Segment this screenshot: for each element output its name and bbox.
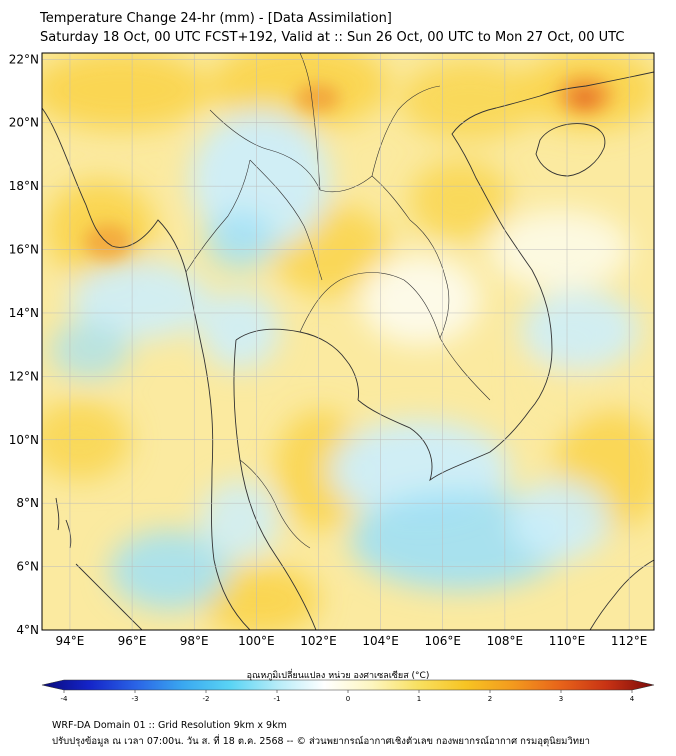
cool-region [200, 290, 280, 370]
lon-tick-label: 94°E [56, 634, 85, 648]
colorbar-tick-label: -1 [274, 695, 281, 703]
lat-tick-label: 20°N [9, 116, 39, 130]
colorbar-title: อุณหภูมิเปลี่ยนแปลง หน่วย องศาเซลเซียส (… [246, 671, 430, 681]
colorbar-ticks: -4 -3 -2 -1 0 1 2 3 4 [61, 690, 635, 703]
cool-region [205, 210, 275, 270]
colorbar-tick-label: 3 [559, 695, 563, 703]
map-frame [41, 52, 655, 631]
map-figure: 22°N 20°N 18°N 16°N 14°N 12°N 10°N 8°N 6°N 4°N 94… [9, 52, 655, 703]
lat-tick-label: 16°N [9, 243, 39, 257]
lat-tick-label: 14°N [9, 306, 39, 320]
lat-tick-label: 8°N [16, 496, 39, 510]
lon-tick-label: 106°E [425, 634, 462, 648]
map-subtitle: Saturday 18 Oct, 00 UTC FCST+192, Valid … [40, 30, 625, 45]
hot-spot [571, 88, 599, 108]
colorbar: -4 -3 -2 -1 0 1 2 3 4 [41, 679, 655, 703]
map-title: Temperature Change 24-hr (mm) - [Data As… [40, 11, 392, 26]
lon-tick-label: 98°E [180, 634, 209, 648]
cool-region [200, 480, 280, 560]
cool-region [110, 530, 230, 610]
cool-region [510, 480, 610, 560]
field-hotspots [84, 75, 613, 260]
warm-region [400, 60, 540, 140]
graticule [42, 53, 654, 630]
lon-tick-label: 112°E [611, 634, 648, 648]
warm-region [42, 53, 210, 130]
colorbar-tick-label: -4 [61, 695, 69, 703]
lat-tick-label: 10°N [9, 433, 39, 447]
footer-credit: ปรับปรุงข้อมูล ณ เวลา 07:00น. วัน ส. ที่… [52, 736, 590, 747]
lat-tick-label: 18°N [9, 179, 39, 193]
temperature-field [42, 53, 654, 630]
lat-tick-label: 6°N [16, 560, 39, 574]
lon-tick-label: 110°E [549, 634, 586, 648]
lat-tick-label: 22°N [9, 52, 39, 66]
colorbar-tick-label: -3 [132, 695, 139, 703]
colorbar-tick-label: 4 [630, 695, 635, 703]
cool-region [70, 260, 210, 340]
warm-region [410, 160, 510, 240]
warm-region [200, 565, 320, 630]
longitude-labels: 94°E 96°E 98°E 100°E 102°E 104°E 106°E 108°E 110… [56, 634, 648, 648]
lat-tick-label: 4°N [16, 623, 39, 637]
lon-tick-label: 100°E [238, 634, 275, 648]
neutral-region [360, 255, 480, 345]
latitude-labels: 22°N 20°N 18°N 16°N 14°N 12°N 10°N 8°N 6°N 4°N [9, 52, 39, 637]
lon-tick-label: 102°E [300, 634, 337, 648]
colorbar-tick-label: 1 [417, 695, 421, 703]
colorbar-tick-label: 0 [346, 695, 350, 703]
hot-spot [296, 84, 340, 112]
colorbar-tick-label: 2 [488, 695, 492, 703]
lon-tick-label: 96°E [118, 634, 147, 648]
colorbar-tick-label: -2 [203, 695, 210, 703]
lat-tick-label: 12°N [9, 369, 39, 383]
cool-region [50, 320, 130, 380]
footer-model-info: WRF-DA Domain 01 :: Grid Resolution 9km … [52, 720, 287, 731]
cool-region [520, 290, 640, 370]
country-borders [185, 53, 491, 549]
lon-tick-label: 108°E [487, 634, 524, 648]
hot-spot [84, 224, 132, 260]
coastlines [42, 71, 654, 630]
lon-tick-label: 104°E [362, 634, 399, 648]
neutral-region [490, 210, 630, 290]
